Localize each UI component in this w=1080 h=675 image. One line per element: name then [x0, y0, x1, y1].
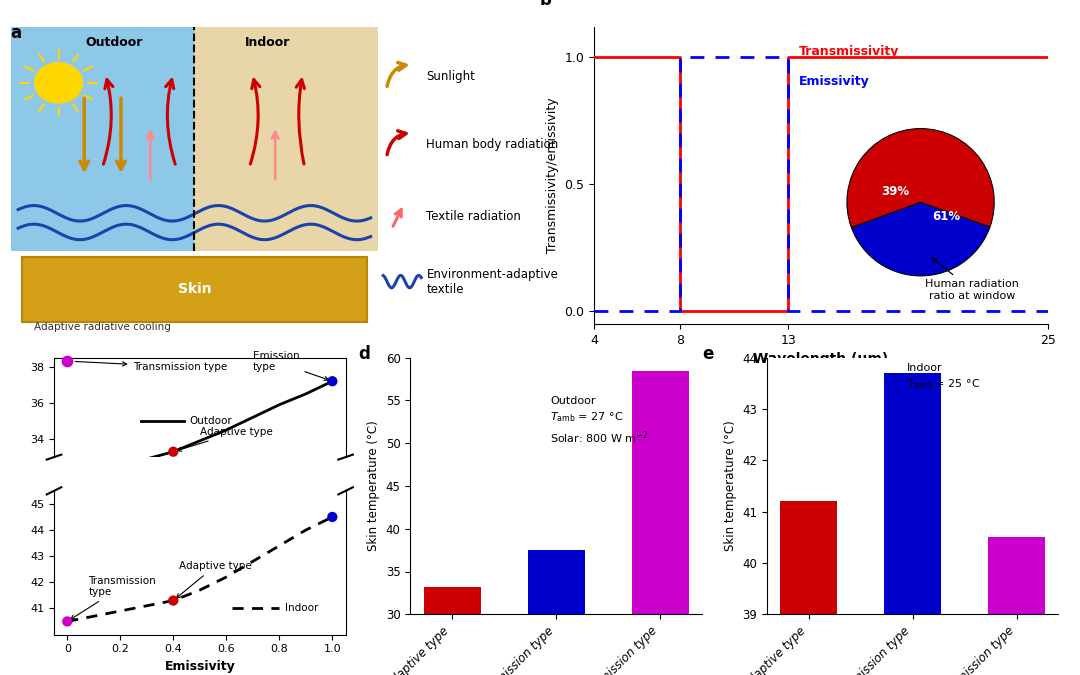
Bar: [885, 373, 941, 614]
Point: [164, 595, 181, 606]
Text: Transmission
type: Transmission type: [70, 576, 157, 619]
Text: Transmission type: Transmission type: [76, 362, 228, 372]
Y-axis label: Skin temperature (°C): Skin temperature (°C): [367, 421, 380, 551]
X-axis label: Emissivity: Emissivity: [164, 659, 235, 673]
Bar: [194, 27, 378, 250]
Point: [58, 616, 76, 627]
Text: Environment-adaptive
textile: Environment-adaptive textile: [427, 267, 558, 296]
Text: Skin: Skin: [177, 282, 212, 296]
X-axis label: Wavelength (μm): Wavelength (μm): [753, 352, 889, 367]
Y-axis label: Skin temperature (°C): Skin temperature (°C): [724, 421, 737, 551]
Point: [164, 446, 181, 457]
Bar: [632, 371, 689, 614]
Bar: [423, 587, 481, 614]
Point: [58, 356, 76, 367]
Point: [324, 376, 341, 387]
Y-axis label: Transmissivity/emissivity: Transmissivity/emissivity: [545, 98, 558, 253]
Text: Adaptive type: Adaptive type: [177, 427, 272, 452]
Text: Emissivity: Emissivity: [799, 75, 870, 88]
Text: a: a: [10, 24, 22, 42]
Text: Adaptive radiative cooling: Adaptive radiative cooling: [35, 322, 171, 332]
Text: Outdoor: Outdoor: [85, 36, 143, 49]
Text: Transmissivity: Transmissivity: [799, 45, 900, 58]
Bar: [780, 502, 837, 614]
Text: Textile radiation: Textile radiation: [427, 210, 522, 223]
Bar: [11, 27, 194, 250]
Circle shape: [35, 63, 82, 103]
Text: Emission
type: Emission type: [253, 351, 328, 381]
Bar: [988, 537, 1045, 614]
Bar: [22, 256, 367, 322]
Bar: [528, 550, 584, 614]
Text: Adaptive type: Adaptive type: [176, 561, 252, 598]
Text: Indoor: Indoor: [285, 603, 318, 614]
Point: [324, 512, 341, 522]
Text: b: b: [540, 0, 552, 9]
Text: e: e: [703, 345, 714, 363]
Text: Outdoor: Outdoor: [189, 416, 232, 426]
Text: Human body radiation: Human body radiation: [427, 138, 558, 151]
Text: d: d: [357, 345, 369, 363]
Text: Indoor: Indoor: [245, 36, 291, 49]
Text: Outdoor
$T_{\rm amb}$ = 27 °C
Solar: 800 W m$^{-2}$: Outdoor $T_{\rm amb}$ = 27 °C Solar: 800…: [551, 396, 649, 446]
Text: Human radiation
ratio at window: Human radiation ratio at window: [926, 258, 1018, 300]
Text: Sunlight: Sunlight: [427, 70, 475, 83]
Text: Indoor
$T_{\rm amb}$ = 25 °C: Indoor $T_{\rm amb}$ = 25 °C: [907, 363, 980, 391]
